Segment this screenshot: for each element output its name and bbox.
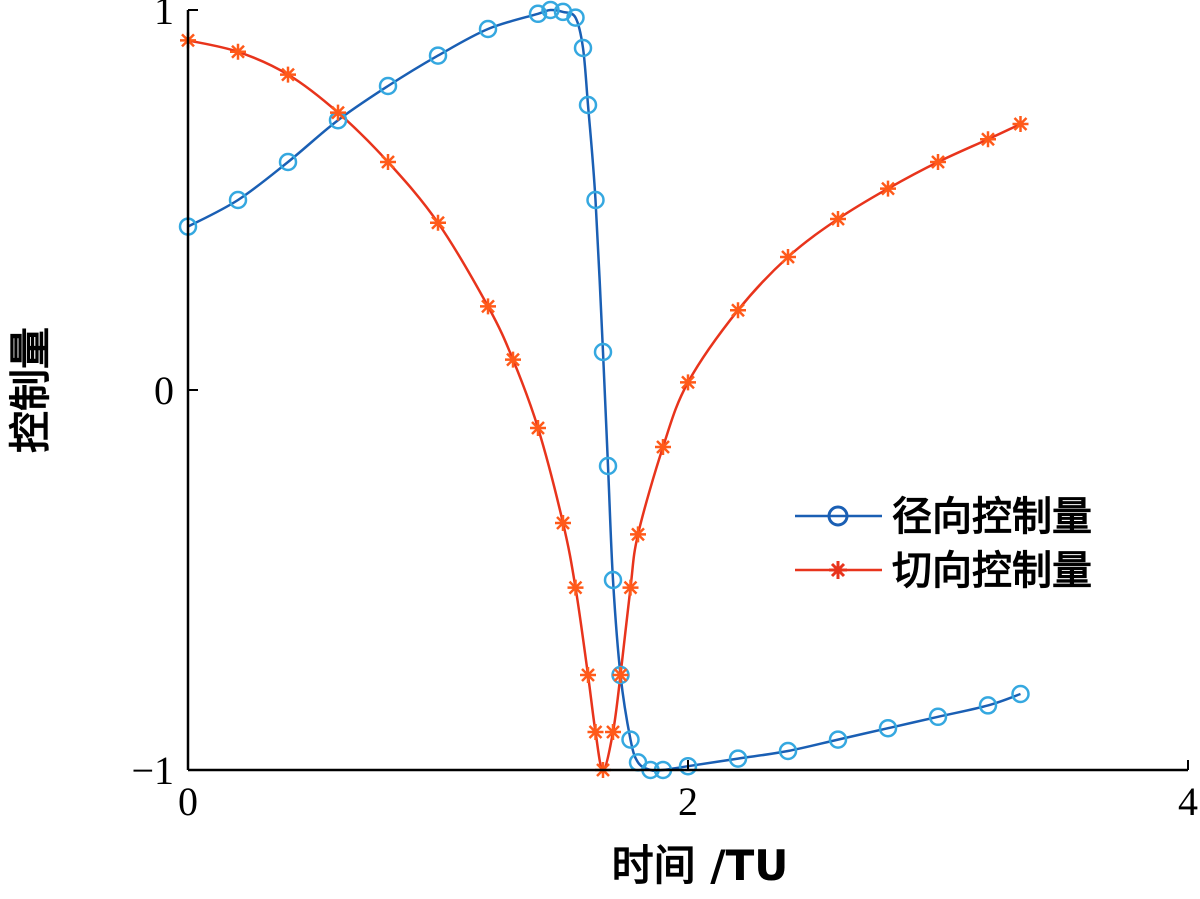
series-0-point <box>598 456 618 476</box>
x-axis-title: 时间 /TU <box>612 841 789 890</box>
series-0-point <box>978 696 998 715</box>
series-0-point <box>278 152 298 172</box>
series-0-point <box>828 730 848 749</box>
series-1-point <box>567 579 584 596</box>
series-1-point <box>780 249 796 265</box>
series-0-point <box>603 570 623 590</box>
series-1-point <box>505 351 521 368</box>
series-0-point <box>1011 684 1030 704</box>
plot-markers <box>178 0 1030 780</box>
series-1-point <box>730 302 746 319</box>
series-1-point <box>330 104 346 121</box>
y-tick-label: 0 <box>154 368 174 413</box>
series-1-point <box>655 439 671 455</box>
series-line-0 <box>187 8 1021 772</box>
series-1-point <box>880 180 896 197</box>
legend-tangential-marker-icon <box>829 561 847 579</box>
x-tick-label: 2 <box>678 779 698 824</box>
series-1-point <box>680 374 696 391</box>
series-0-point <box>578 95 598 115</box>
series-0-point <box>678 756 698 776</box>
series-1-point <box>280 66 296 83</box>
series-0-point <box>541 0 560 20</box>
x-tick-label: 4 <box>1178 779 1198 824</box>
series-1-point <box>430 214 446 231</box>
series-0-point <box>566 8 585 27</box>
series-1-point <box>380 154 396 170</box>
series-0-point <box>586 190 605 210</box>
series-0-point <box>528 4 548 24</box>
series-1-point <box>612 667 629 683</box>
legend-entry-tangential: 切向控制量 <box>795 548 1092 594</box>
series-1-point <box>480 298 496 315</box>
y-tick-label: 1 <box>154 0 174 33</box>
legend-radial-label: 径向控制量 <box>892 494 1092 540</box>
series-1-point <box>630 526 646 543</box>
series-1-point <box>230 43 246 60</box>
series-0-point <box>428 46 448 65</box>
y-axis-title: 控制量 <box>6 327 55 453</box>
y-tick-label: −1 <box>131 748 174 793</box>
series-0-point <box>728 749 748 768</box>
series-0-point <box>928 707 948 727</box>
series-1-point <box>530 420 546 436</box>
x-tick-label: 0 <box>178 779 198 824</box>
series-0-point <box>621 730 640 749</box>
series-0-point <box>593 342 613 362</box>
series-0-point <box>378 76 398 96</box>
ticks: 0 2 4−101 <box>131 0 1198 824</box>
series-0-point <box>478 19 498 39</box>
series-1-point <box>580 667 596 683</box>
series-1-point <box>1012 116 1029 132</box>
legend-radial-marker-icon <box>827 505 849 527</box>
series-0-point <box>228 190 248 210</box>
plot-lines <box>187 8 1022 772</box>
legend-tangential-label: 切向控制量 <box>892 548 1092 594</box>
series-1-point <box>587 724 604 740</box>
series-1-point <box>980 131 996 148</box>
series-0-point <box>878 718 898 738</box>
series-1-point <box>605 724 621 740</box>
series-1-point <box>622 579 639 596</box>
series-1-point <box>830 211 846 227</box>
legend-entry-radial: 径向控制量 <box>795 494 1092 540</box>
series-0-point <box>778 741 798 761</box>
series-1-point <box>930 154 946 170</box>
legend: 径向控制量 切向控制量 <box>795 494 1092 594</box>
series-0-point <box>573 38 593 58</box>
series-1-point <box>555 515 571 531</box>
